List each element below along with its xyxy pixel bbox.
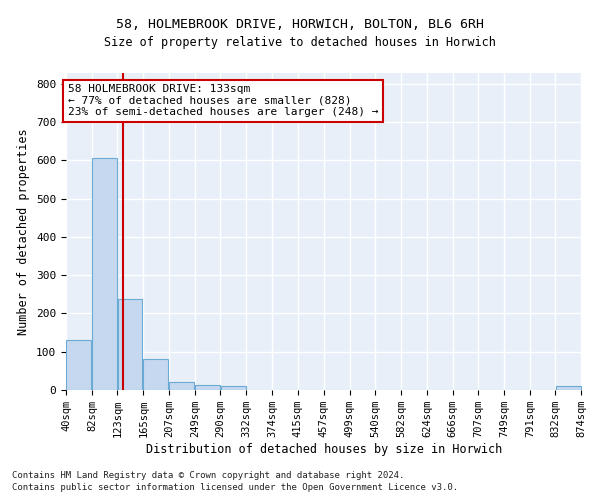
Text: 58 HOLMEBROOK DRIVE: 133sqm
← 77% of detached houses are smaller (828)
23% of se: 58 HOLMEBROOK DRIVE: 133sqm ← 77% of det… [68, 84, 379, 117]
Text: Contains public sector information licensed under the Open Government Licence v3: Contains public sector information licen… [12, 484, 458, 492]
Text: Contains HM Land Registry data © Crown copyright and database right 2024.: Contains HM Land Registry data © Crown c… [12, 471, 404, 480]
Bar [92, 158, 117, 390]
Bar [556, 386, 581, 390]
Y-axis label: Number of detached properties: Number of detached properties [17, 128, 31, 334]
Bar [66, 340, 91, 390]
Bar [143, 360, 169, 390]
Text: 58, HOLMEBROOK DRIVE, HORWICH, BOLTON, BL6 6RH: 58, HOLMEBROOK DRIVE, HORWICH, BOLTON, B… [116, 18, 484, 30]
X-axis label: Distribution of detached houses by size in Horwich: Distribution of detached houses by size … [146, 443, 502, 456]
Bar [196, 385, 220, 390]
Text: Size of property relative to detached houses in Horwich: Size of property relative to detached ho… [104, 36, 496, 49]
Bar [118, 299, 142, 390]
Bar [221, 386, 245, 390]
Bar [169, 382, 194, 390]
